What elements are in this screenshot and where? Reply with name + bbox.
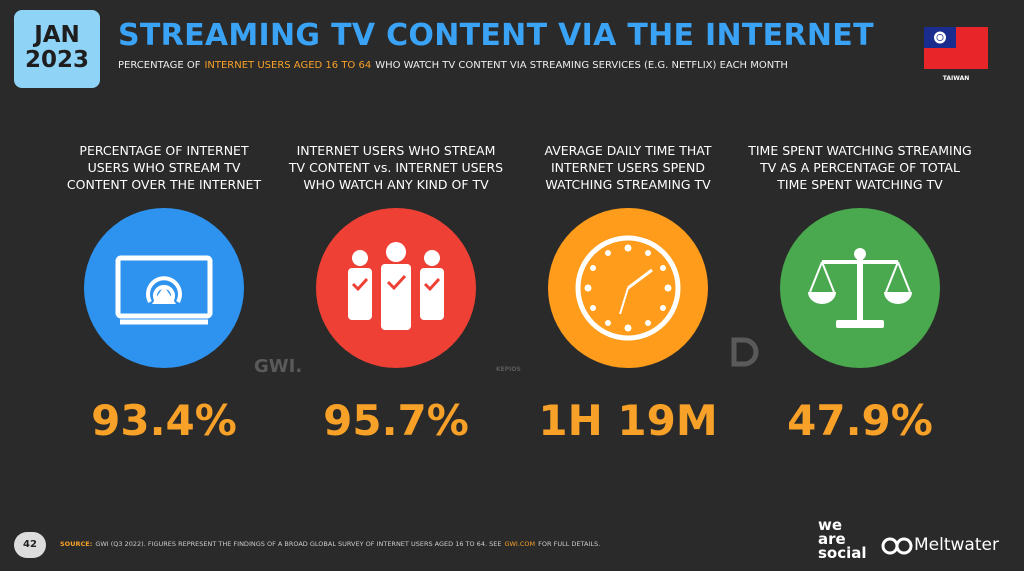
- label-line: USERS WHO STREAM TV: [87, 160, 241, 175]
- meltwater-mark: [881, 537, 913, 555]
- label-line: PERCENTAGE OF INTERNET: [79, 143, 249, 158]
- clock-icon: [575, 235, 681, 341]
- was-word: are: [818, 530, 846, 548]
- gwi-watermark: GWI.: [254, 356, 303, 377]
- kepios-watermark: KEPIOS: [496, 366, 521, 373]
- label-line: TIME SPENT WATCHING TV: [777, 177, 943, 192]
- label-line: WATCHING STREAMING TV: [545, 177, 711, 192]
- label-line: AVERAGE DAILY TIME THAT: [544, 143, 712, 158]
- label-line: TIME SPENT WATCHING STREAMING: [748, 143, 972, 158]
- item-value: 1H 19M: [538, 396, 718, 445]
- item-value: 93.4%: [91, 396, 237, 445]
- country: TAIWAN: [942, 75, 970, 82]
- was-word: we: [818, 516, 843, 534]
- source-text: GWI (Q3 2022). FIGURES REPRESENT THE FIN…: [95, 540, 502, 548]
- item-label: PERCENTAGE OF INTERNET USERS WHO STREAM T…: [48, 142, 280, 193]
- title: STREAMING TV CONTENT VIA THE INTERNET: [118, 18, 874, 53]
- label-line: INTERNET USERS SPEND: [550, 160, 706, 175]
- source-link[interactable]: GWI.COM: [504, 540, 536, 548]
- source-label: SOURCE:: [60, 540, 93, 548]
- label-line: TV AS A PERCENTAGE OF TOTAL: [760, 160, 960, 175]
- item-label: AVERAGE DAILY TIME THAT INTERNET USERS SP…: [512, 142, 744, 193]
- flag: [924, 27, 988, 69]
- scales-icon: [808, 248, 912, 328]
- item-value: 47.9%: [787, 396, 933, 445]
- source: SOURCE: GWI (Q3 2022). FIGURES REPRESENT …: [60, 540, 600, 548]
- datareportal-watermark: [731, 337, 759, 367]
- item-label: INTERNET USERS WHO STREAM TV CONTENT vs. …: [280, 142, 512, 193]
- subtitle-highlight: INTERNET USERS AGED 16 TO 64: [204, 60, 372, 71]
- month: JAN: [34, 22, 80, 48]
- tv-icon: [115, 255, 213, 325]
- year: 2023: [24, 47, 89, 73]
- meltwater-logo: Meltwater: [914, 535, 999, 555]
- source-tail: FOR FULL DETAILS.: [538, 540, 601, 548]
- subtitle: PERCENTAGE OF INTERNET USERS AGED 16 TO 6…: [118, 60, 792, 71]
- label-line: INTERNET USERS WHO STREAM: [296, 143, 496, 158]
- subtitle-end: WHO WATCH TV CONTENT VIA STREAMING SERVI…: [375, 60, 788, 71]
- was-word: social: [818, 544, 867, 562]
- label-line: WHO WATCH ANY KIND OF TV: [303, 177, 489, 192]
- date-box: JAN 2023: [14, 10, 100, 88]
- subtitle-start: PERCENTAGE OF: [118, 60, 201, 71]
- label-line: CONTENT OVER THE INTERNET: [66, 177, 262, 192]
- was-logo: we are social: [818, 516, 867, 562]
- people-icon: [348, 242, 444, 330]
- label-line: TV CONTENT vs. INTERNET USERS: [288, 160, 504, 175]
- page-number: 42: [14, 532, 46, 558]
- item-value: 95.7%: [323, 396, 469, 445]
- item-label: TIME SPENT WATCHING STREAMING TV AS A PER…: [744, 142, 976, 193]
